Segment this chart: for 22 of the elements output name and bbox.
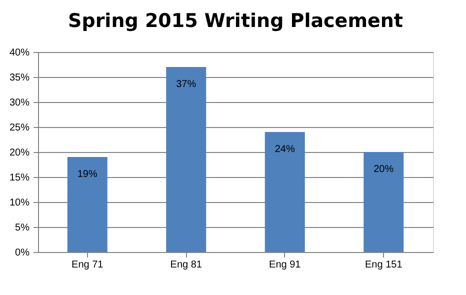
chart-title: Spring 2015 Writing Placement: [68, 10, 403, 32]
y-tick-label: 5%: [15, 222, 30, 234]
x-tick-label: Eng 151: [364, 260, 403, 270]
data-label: 20%: [374, 164, 394, 175]
bar: [166, 67, 206, 252]
x-tick-label: Eng 81: [170, 260, 202, 270]
y-tick-label: 20%: [9, 148, 30, 158]
y-tick-label: 25%: [9, 122, 30, 134]
bar: [264, 132, 305, 252]
x-tick-label: Eng 91: [269, 260, 302, 270]
data-label: 19%: [77, 169, 98, 180]
y-tick-label: 15%: [9, 172, 30, 184]
y-tick-label: 30%: [9, 98, 30, 108]
y-tick-label: 35%: [9, 72, 30, 84]
y-tick-label: 10%: [9, 198, 30, 208]
bar: [67, 157, 108, 252]
y-tick-label: 40%: [9, 48, 30, 58]
y-tick-label: 0%: [15, 248, 30, 258]
x-tick-label: Eng 71: [72, 260, 104, 270]
bar: [364, 152, 404, 252]
data-label: 37%: [176, 79, 196, 90]
data-label: 24%: [274, 144, 295, 155]
